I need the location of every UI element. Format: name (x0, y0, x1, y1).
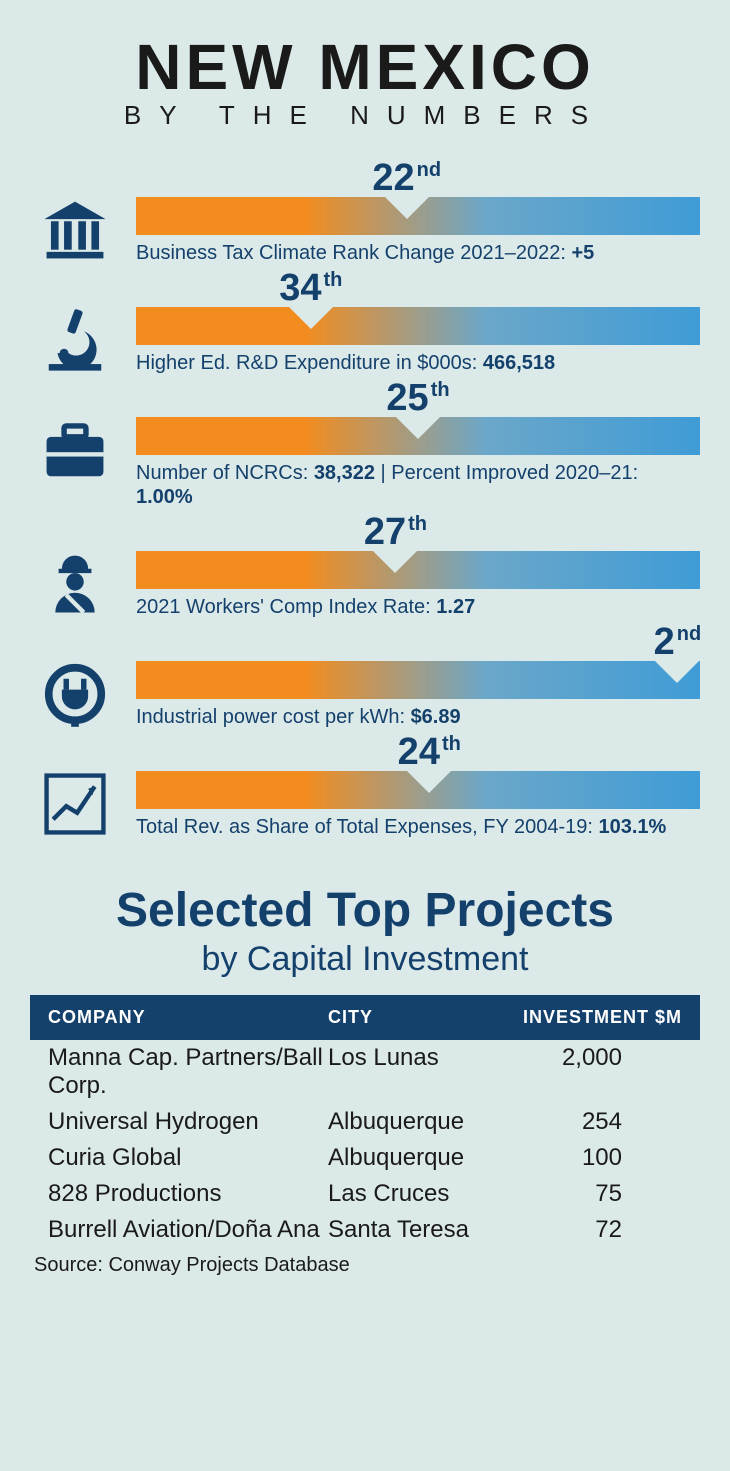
metric-bar-cell: 22ndBusiness Tax Climate Rank Change 202… (136, 161, 700, 265)
chart-icon (30, 735, 120, 839)
bank-icon (30, 161, 120, 265)
projects-table: COMPANY CITY INVESTMENT $M Manna Cap. Pa… (30, 995, 700, 1248)
col-company: COMPANY (48, 1007, 328, 1028)
rank-label: 34th (279, 267, 342, 310)
cell-investment: 72 (498, 1216, 682, 1244)
rank-bar (136, 551, 700, 589)
projects-block: Selected Top Projects by Capital Investm… (30, 883, 700, 1277)
metric-bar-cell: 24thTotal Rev. as Share of Total Expense… (136, 735, 700, 839)
plug-icon (30, 625, 120, 729)
metric-row: 27th2021 Workers' Comp Index Rate: 1.27 (30, 515, 700, 619)
microscope-icon (30, 271, 120, 375)
metric-caption: Business Tax Climate Rank Change 2021–20… (136, 241, 700, 265)
rank-bar (136, 307, 700, 345)
cell-company: 828 Productions (48, 1180, 328, 1208)
col-investment: INVESTMENT $M (498, 1007, 682, 1028)
projects-title: Selected Top Projects (30, 883, 700, 938)
rank-label: 22nd (372, 157, 441, 200)
metric-row: 2ndIndustrial power cost per kWh: $6.89 (30, 625, 700, 729)
cell-city: Albuquerque (328, 1144, 498, 1172)
rank-label: 2nd (654, 621, 702, 664)
cell-investment: 254 (498, 1108, 682, 1136)
metrics-list: 22ndBusiness Tax Climate Rank Change 202… (30, 161, 700, 839)
metric-caption: Number of NCRCs: 38,322 | Percent Improv… (136, 461, 700, 509)
metric-bar-cell: 34thHigher Ed. R&D Expenditure in $000s:… (136, 271, 700, 375)
rank-bar (136, 417, 700, 455)
metric-row: 34thHigher Ed. R&D Expenditure in $000s:… (30, 271, 700, 375)
cell-city: Los Lunas (328, 1044, 498, 1100)
metric-row: 25thNumber of NCRCs: 38,322 | Percent Im… (30, 381, 700, 509)
table-row: Manna Cap. Partners/Ball Corp.Los Lunas2… (30, 1040, 700, 1104)
metric-caption: Higher Ed. R&D Expenditure in $000s: 466… (136, 351, 700, 375)
metric-row: 22ndBusiness Tax Climate Rank Change 202… (30, 161, 700, 265)
cell-city: Albuquerque (328, 1108, 498, 1136)
title-block: NEW MEXICO BY THE NUMBERS (30, 30, 700, 131)
metric-bar-cell: 2ndIndustrial power cost per kWh: $6.89 (136, 625, 700, 729)
cell-company: Burrell Aviation/Doña Ana (48, 1216, 328, 1244)
projects-subtitle: by Capital Investment (30, 940, 700, 979)
table-row: Universal HydrogenAlbuquerque254 (30, 1104, 700, 1140)
cell-city: Santa Teresa (328, 1216, 498, 1244)
metric-caption: Total Rev. as Share of Total Expenses, F… (136, 815, 700, 839)
cell-investment: 100 (498, 1144, 682, 1172)
table-header: COMPANY CITY INVESTMENT $M (30, 995, 700, 1040)
rank-bar (136, 197, 700, 235)
briefcase-icon (30, 381, 120, 485)
col-city: CITY (328, 1007, 498, 1028)
metric-bar-cell: 27th2021 Workers' Comp Index Rate: 1.27 (136, 515, 700, 619)
rank-label: 25th (386, 377, 449, 420)
cell-company: Manna Cap. Partners/Ball Corp. (48, 1044, 328, 1100)
rank-bar (136, 771, 700, 809)
page-title: NEW MEXICO (30, 30, 700, 104)
metric-bar-cell: 25thNumber of NCRCs: 38,322 | Percent Im… (136, 381, 700, 509)
cell-investment: 75 (498, 1180, 682, 1208)
metric-caption: Industrial power cost per kWh: $6.89 (136, 705, 700, 729)
source-line: Source: Conway Projects Database (30, 1254, 700, 1277)
cell-company: Universal Hydrogen (48, 1108, 328, 1136)
table-row: Burrell Aviation/Doña AnaSanta Teresa72 (30, 1212, 700, 1248)
rank-bar (136, 661, 700, 699)
cell-company: Curia Global (48, 1144, 328, 1172)
metric-row: 24thTotal Rev. as Share of Total Expense… (30, 735, 700, 839)
metric-caption: 2021 Workers' Comp Index Rate: 1.27 (136, 595, 700, 619)
table-row: 828 ProductionsLas Cruces75 (30, 1176, 700, 1212)
cell-city: Las Cruces (328, 1180, 498, 1208)
rank-label: 27th (364, 511, 427, 554)
table-row: Curia GlobalAlbuquerque100 (30, 1140, 700, 1176)
cell-investment: 2,000 (498, 1044, 682, 1100)
page-subtitle: BY THE NUMBERS (30, 100, 700, 131)
rank-label: 24th (398, 731, 461, 774)
worker-icon (30, 515, 120, 619)
